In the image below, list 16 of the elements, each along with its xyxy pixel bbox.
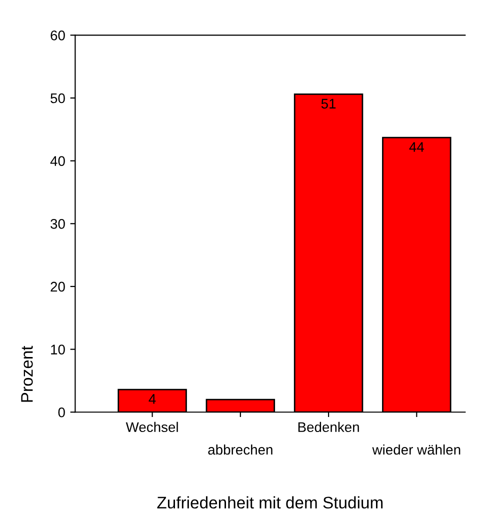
- x-tick-label: Wechsel: [126, 422, 178, 432]
- y-tick-label: 20: [50, 282, 65, 292]
- y-axis-title: Prozent: [21, 346, 33, 402]
- y-tick-label: 0: [58, 407, 65, 418]
- x-axis-title: Zufriedenheit mit dem Studium: [157, 496, 383, 509]
- y-tick-label: 40: [50, 156, 65, 166]
- x-tick-label: Bedenken: [298, 422, 359, 432]
- data-label: 4: [148, 394, 156, 404]
- x-tick-label: wieder wählen: [372, 444, 460, 455]
- y-tick-label: 60: [50, 30, 65, 40]
- data-label: 44: [409, 142, 424, 152]
- x-tick-label: abbrechen: [208, 444, 272, 455]
- y-tick-label: 30: [50, 218, 65, 229]
- y-tick-label: 50: [50, 93, 65, 104]
- y-tick-label: 10: [51, 344, 65, 354]
- data-label: 51: [321, 98, 336, 109]
